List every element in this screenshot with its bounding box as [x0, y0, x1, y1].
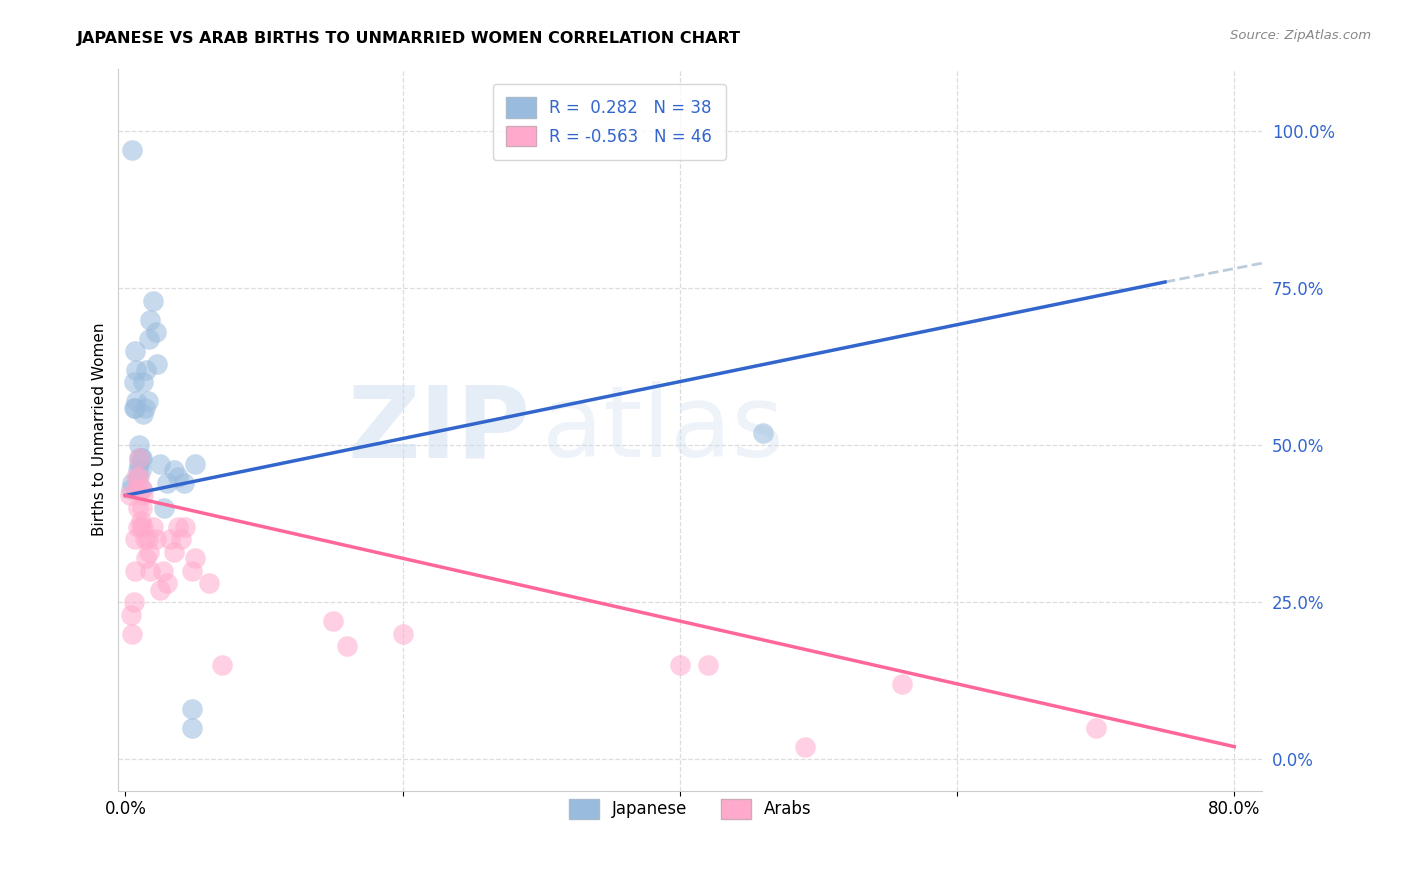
Point [167, 469, 190, 483]
Point [142, 520, 165, 534]
Text: atlas: atlas [541, 381, 783, 478]
Point [211, 658, 233, 673]
Point [121, 626, 143, 640]
Point [135, 363, 157, 377]
Point [152, 564, 174, 578]
Point [120, 482, 142, 496]
Point [121, 143, 143, 157]
Point [391, 626, 413, 640]
Point [183, 551, 205, 566]
Point [696, 658, 718, 673]
Point [146, 357, 169, 371]
Point [127, 520, 149, 534]
Point [118, 488, 141, 502]
Point [127, 501, 149, 516]
Point [128, 469, 150, 483]
Point [156, 576, 179, 591]
Point [132, 376, 155, 390]
Point [197, 576, 219, 591]
Point [132, 407, 155, 421]
Point [132, 488, 155, 502]
Point [139, 564, 162, 578]
Point [136, 533, 159, 547]
Point [132, 520, 155, 534]
Point [336, 639, 359, 653]
Point [121, 475, 143, 490]
Point [163, 545, 186, 559]
Point [127, 463, 149, 477]
Point [131, 450, 153, 465]
Point [129, 514, 152, 528]
Point [124, 401, 146, 415]
Point [156, 475, 179, 490]
Point [127, 469, 149, 483]
Point [122, 401, 145, 415]
Point [131, 501, 153, 516]
Point [142, 293, 165, 308]
Point [135, 551, 157, 566]
Point [890, 677, 912, 691]
Point [163, 463, 186, 477]
Point [170, 533, 193, 547]
Point [138, 332, 160, 346]
Point [145, 325, 167, 339]
Point [124, 533, 146, 547]
Point [180, 702, 202, 716]
Point [125, 469, 148, 483]
Point [128, 450, 150, 465]
Point [131, 482, 153, 496]
Point [174, 520, 197, 534]
Point [128, 450, 150, 465]
Y-axis label: Births to Unmarried Women: Births to Unmarried Women [93, 323, 107, 536]
Point [180, 564, 202, 578]
Point [128, 482, 150, 496]
Point [149, 457, 172, 471]
Point [183, 457, 205, 471]
Point [134, 401, 156, 415]
Point [125, 363, 148, 377]
Point [669, 658, 692, 673]
Text: JAPANESE VS ARAB BIRTHS TO UNMARRIED WOMEN CORRELATION CHART: JAPANESE VS ARAB BIRTHS TO UNMARRIED WOM… [77, 31, 741, 46]
Point [322, 614, 344, 628]
Point [128, 457, 150, 471]
Text: Source: ZipAtlas.com: Source: ZipAtlas.com [1230, 29, 1371, 42]
Point [136, 394, 159, 409]
Point [145, 533, 167, 547]
Point [138, 545, 160, 559]
Text: ZIP: ZIP [347, 381, 530, 478]
Point [149, 582, 172, 597]
Point [122, 595, 145, 609]
Point [131, 482, 153, 496]
Point [1084, 721, 1107, 735]
Point [125, 482, 148, 496]
Point [134, 533, 156, 547]
Point [120, 607, 142, 622]
Point [752, 425, 775, 440]
Point [129, 520, 152, 534]
Point [124, 344, 146, 359]
Point [159, 533, 181, 547]
Point [129, 463, 152, 477]
Point [139, 312, 162, 326]
Point [167, 520, 190, 534]
Point [129, 450, 152, 465]
Legend: Japanese, Arabs: Japanese, Arabs [562, 792, 818, 826]
Point [124, 564, 146, 578]
Point [125, 394, 148, 409]
Point [122, 376, 145, 390]
Point [128, 438, 150, 452]
Point [153, 501, 176, 516]
Point [793, 739, 815, 754]
Point [173, 475, 195, 490]
Point [180, 721, 202, 735]
